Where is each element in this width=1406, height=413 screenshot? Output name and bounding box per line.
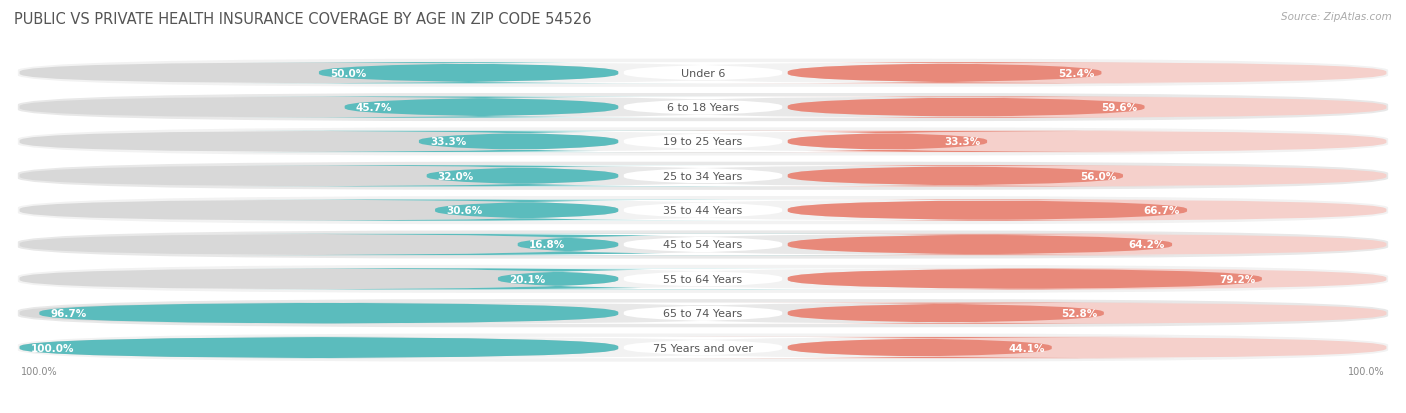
FancyBboxPatch shape xyxy=(787,97,1386,119)
Text: 44.1%: 44.1% xyxy=(1008,343,1045,353)
FancyBboxPatch shape xyxy=(20,337,619,358)
Text: Source: ZipAtlas.com: Source: ZipAtlas.com xyxy=(1281,12,1392,22)
FancyBboxPatch shape xyxy=(20,131,619,153)
FancyBboxPatch shape xyxy=(20,234,619,256)
FancyBboxPatch shape xyxy=(20,337,619,358)
FancyBboxPatch shape xyxy=(20,97,619,119)
FancyBboxPatch shape xyxy=(17,59,1389,89)
FancyBboxPatch shape xyxy=(787,200,1187,221)
FancyBboxPatch shape xyxy=(737,166,1174,187)
FancyBboxPatch shape xyxy=(17,264,1389,294)
FancyBboxPatch shape xyxy=(17,230,1389,260)
FancyBboxPatch shape xyxy=(396,303,1010,324)
FancyBboxPatch shape xyxy=(232,200,821,221)
Text: Under 6: Under 6 xyxy=(681,69,725,78)
FancyBboxPatch shape xyxy=(396,234,1010,256)
FancyBboxPatch shape xyxy=(232,97,731,119)
FancyBboxPatch shape xyxy=(666,337,1174,358)
Text: 33.3%: 33.3% xyxy=(943,137,980,147)
FancyBboxPatch shape xyxy=(787,303,1386,324)
FancyBboxPatch shape xyxy=(787,268,1263,290)
FancyBboxPatch shape xyxy=(17,127,1389,157)
FancyBboxPatch shape xyxy=(787,63,1386,84)
FancyBboxPatch shape xyxy=(396,166,1010,187)
FancyBboxPatch shape xyxy=(787,337,1386,358)
Text: 33.3%: 33.3% xyxy=(430,137,467,147)
FancyBboxPatch shape xyxy=(787,268,1386,290)
FancyBboxPatch shape xyxy=(232,166,813,187)
FancyBboxPatch shape xyxy=(232,131,804,153)
FancyBboxPatch shape xyxy=(396,97,1010,119)
Text: 56.0%: 56.0% xyxy=(1080,171,1116,181)
FancyBboxPatch shape xyxy=(787,131,1386,153)
FancyBboxPatch shape xyxy=(17,195,1389,226)
Text: 6 to 18 Years: 6 to 18 Years xyxy=(666,103,740,113)
FancyBboxPatch shape xyxy=(17,93,1389,123)
Text: 79.2%: 79.2% xyxy=(1219,274,1256,284)
FancyBboxPatch shape xyxy=(718,303,1174,324)
Text: 20.1%: 20.1% xyxy=(509,274,546,284)
Text: 30.6%: 30.6% xyxy=(446,206,482,216)
Text: 32.0%: 32.0% xyxy=(437,171,474,181)
FancyBboxPatch shape xyxy=(20,268,619,290)
FancyBboxPatch shape xyxy=(602,131,1174,153)
FancyBboxPatch shape xyxy=(787,166,1386,187)
FancyBboxPatch shape xyxy=(20,63,619,84)
FancyBboxPatch shape xyxy=(396,131,1010,153)
FancyBboxPatch shape xyxy=(20,303,619,324)
FancyBboxPatch shape xyxy=(396,337,1010,358)
Text: 100.0%: 100.0% xyxy=(21,366,58,376)
FancyBboxPatch shape xyxy=(20,200,619,221)
FancyBboxPatch shape xyxy=(716,63,1174,84)
FancyBboxPatch shape xyxy=(232,268,884,290)
FancyBboxPatch shape xyxy=(39,303,619,324)
FancyBboxPatch shape xyxy=(232,63,704,84)
FancyBboxPatch shape xyxy=(17,161,1389,192)
FancyBboxPatch shape xyxy=(17,332,1389,363)
FancyBboxPatch shape xyxy=(17,298,1389,328)
Text: 52.8%: 52.8% xyxy=(1060,309,1097,318)
FancyBboxPatch shape xyxy=(787,234,1386,256)
Text: 65 to 74 Years: 65 to 74 Years xyxy=(664,309,742,318)
Text: 19 to 25 Years: 19 to 25 Years xyxy=(664,137,742,147)
FancyBboxPatch shape xyxy=(396,268,1010,290)
FancyBboxPatch shape xyxy=(787,200,1386,221)
Text: 45.7%: 45.7% xyxy=(356,103,392,113)
Text: 75 Years and over: 75 Years and over xyxy=(652,343,754,353)
FancyBboxPatch shape xyxy=(20,166,619,187)
Text: 50.0%: 50.0% xyxy=(330,69,366,78)
Text: 100.0%: 100.0% xyxy=(31,343,75,353)
Text: 59.6%: 59.6% xyxy=(1101,103,1137,113)
Text: 66.7%: 66.7% xyxy=(1144,206,1180,216)
Text: 96.7%: 96.7% xyxy=(51,309,87,318)
Text: 35 to 44 Years: 35 to 44 Years xyxy=(664,206,742,216)
FancyBboxPatch shape xyxy=(786,234,1174,256)
Text: 55 to 64 Years: 55 to 64 Years xyxy=(664,274,742,284)
FancyBboxPatch shape xyxy=(759,97,1174,119)
Text: 25 to 34 Years: 25 to 34 Years xyxy=(664,171,742,181)
Text: 100.0%: 100.0% xyxy=(1348,366,1385,376)
FancyBboxPatch shape xyxy=(232,234,904,256)
Text: 52.4%: 52.4% xyxy=(1059,69,1094,78)
FancyBboxPatch shape xyxy=(396,63,1010,84)
Text: 45 to 54 Years: 45 to 54 Years xyxy=(664,240,742,250)
Text: PUBLIC VS PRIVATE HEALTH INSURANCE COVERAGE BY AGE IN ZIP CODE 54526: PUBLIC VS PRIVATE HEALTH INSURANCE COVER… xyxy=(14,12,592,27)
FancyBboxPatch shape xyxy=(396,200,1010,221)
Text: 64.2%: 64.2% xyxy=(1129,240,1166,250)
Text: 16.8%: 16.8% xyxy=(529,240,565,250)
